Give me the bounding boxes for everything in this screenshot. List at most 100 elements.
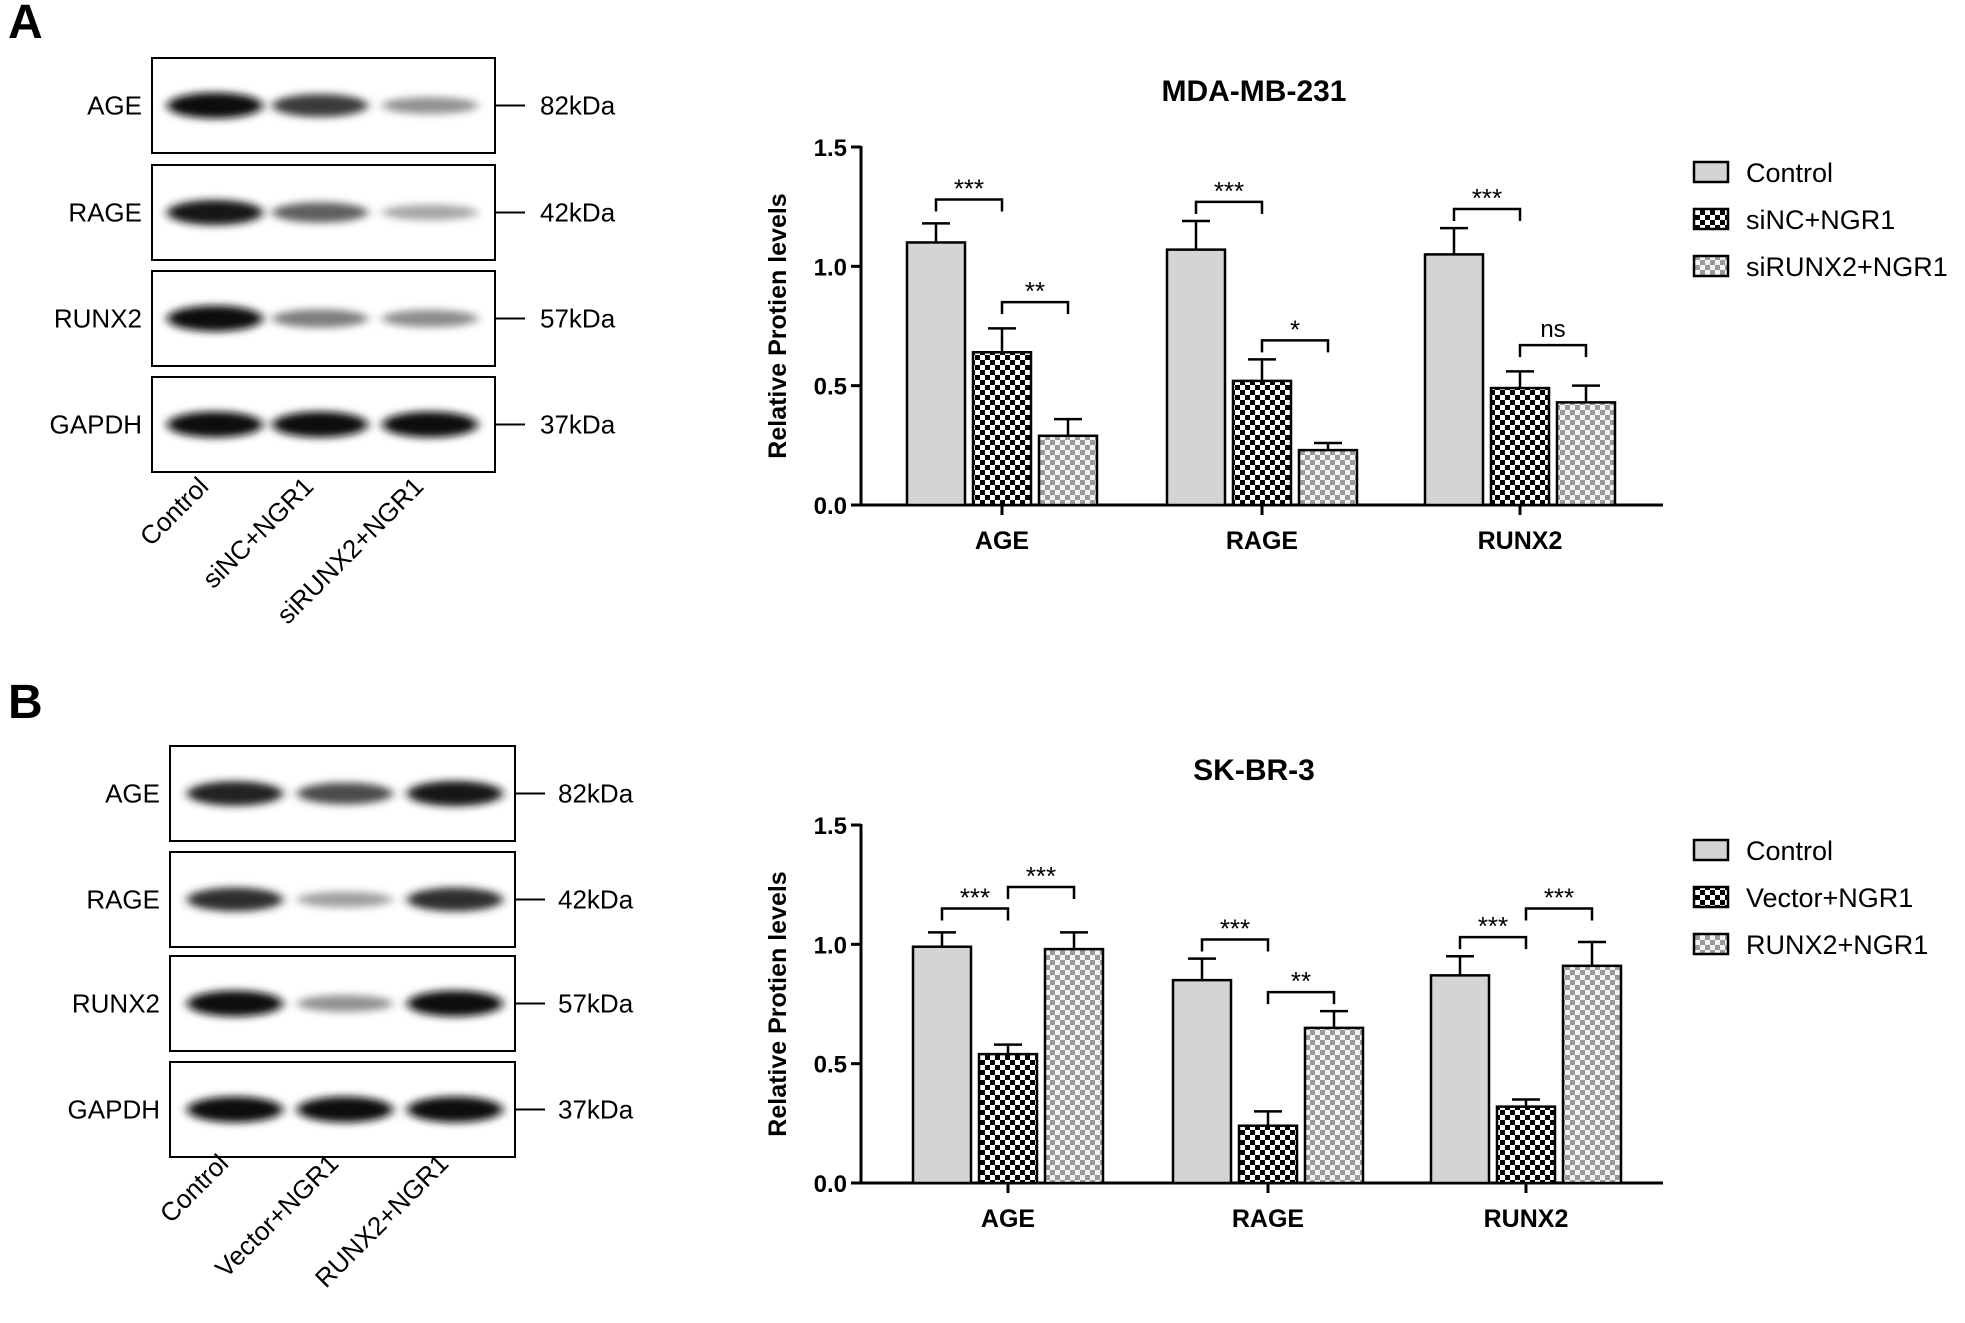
chart-title: MDA-MB-231	[1161, 75, 1346, 108]
legend-swatch	[1692, 932, 1730, 956]
bar	[1037, 434, 1099, 507]
bar	[971, 351, 1033, 507]
significance-bracket	[1194, 200, 1264, 214]
legend-label: Control	[1746, 836, 1833, 866]
legend-label: Control	[1746, 158, 1833, 188]
blot-band	[382, 97, 478, 114]
significance-label: ***	[1472, 183, 1502, 213]
significance-bracket	[1006, 885, 1076, 900]
y-tick-label: 1.5	[814, 135, 847, 162]
blot-band	[407, 887, 503, 912]
molecular-weight-label: 82kDa	[558, 779, 634, 809]
bar	[1237, 1124, 1299, 1185]
blot-row-label: RUNX2	[54, 304, 142, 334]
significance-bracket	[1458, 935, 1528, 950]
significance-label: ***	[1220, 914, 1250, 944]
blot-band	[297, 782, 393, 805]
blot-band	[167, 411, 263, 438]
x-tick-label: AGE	[975, 527, 1029, 555]
blot-band	[382, 309, 478, 328]
x-tick-label: RAGE	[1232, 1205, 1304, 1233]
blot-band	[187, 887, 283, 912]
y-tick-label: 1.5	[814, 813, 847, 840]
bar	[911, 945, 973, 1185]
blot-band	[272, 94, 368, 117]
significance-bracket	[1200, 938, 1270, 952]
significance-label: ***	[1478, 911, 1508, 941]
legend-label: siNC+NGR1	[1746, 205, 1895, 235]
significance-bracket	[934, 198, 1004, 212]
x-tick-label: RUNX2	[1478, 527, 1563, 555]
blot-band	[407, 1096, 503, 1123]
blot-band	[297, 995, 393, 1012]
y-tick-label: 0.5	[814, 374, 847, 401]
significance-label: ns	[1540, 316, 1565, 343]
blot-band	[382, 204, 478, 221]
blot-row-label: AGE	[105, 779, 160, 809]
molecular-weight-label: 42kDa	[540, 198, 616, 228]
bar	[905, 241, 967, 507]
bar	[1561, 964, 1623, 1185]
bar-chart-sk-br-3: SK-BR-3 0.0 0.5 1.0 1.5 Relative Protien leve…	[764, 754, 1928, 1233]
x-tick-label: RAGE	[1226, 527, 1298, 555]
blot-band	[187, 781, 283, 806]
molecular-weight-label: 37kDa	[558, 1095, 634, 1125]
bar	[1165, 248, 1227, 507]
blot-band	[272, 411, 368, 438]
molecular-weight-label: 82kDa	[540, 91, 616, 121]
significance-bracket	[1518, 343, 1588, 358]
blot-band	[167, 92, 263, 119]
molecular-weight-label: 37kDa	[540, 410, 616, 440]
molecular-weight-label: 57kDa	[540, 304, 616, 334]
western-blot-a: AGE 82kDa RAGE 42kDa RUNX2 57kDa GAPDH 37kDa Con…	[50, 57, 616, 630]
panel-letter-b: B	[8, 676, 43, 729]
blot-row-label: GAPDH	[50, 410, 142, 440]
blot-band	[167, 305, 263, 332]
bar	[1489, 386, 1551, 507]
bar	[1231, 379, 1293, 507]
bar	[1171, 978, 1233, 1185]
significance-bracket	[940, 907, 1010, 921]
bar	[1297, 448, 1359, 507]
lane-label: Control	[134, 471, 214, 551]
y-axis-label: Relative Protien levels	[764, 193, 792, 458]
blot-row-label: RAGE	[68, 198, 142, 228]
significance-bracket	[1524, 907, 1594, 921]
bar	[1495, 1105, 1557, 1185]
molecular-weight-label: 57kDa	[558, 989, 634, 1019]
legend-label: Vector+NGR1	[1746, 883, 1913, 913]
bar	[1555, 401, 1617, 507]
blot-band	[407, 990, 503, 1017]
legend-swatch	[1692, 838, 1730, 862]
molecular-weight-label: 42kDa	[558, 885, 634, 915]
blot-row-label: AGE	[87, 91, 142, 121]
chart-title: SK-BR-3	[1193, 754, 1315, 787]
blot-row-label: GAPDH	[68, 1095, 160, 1125]
blot-band	[187, 990, 283, 1017]
blot-band	[382, 411, 478, 438]
significance-label: **	[1025, 276, 1045, 306]
x-tick-label: RUNX2	[1484, 1205, 1569, 1233]
panel-letter-a: A	[8, 0, 43, 49]
significance-bracket	[1452, 207, 1522, 222]
legend-swatch	[1692, 160, 1730, 184]
significance-label: **	[1291, 966, 1311, 996]
western-blot-b: AGE 82kDa RAGE 42kDa RUNX2 57kDa GAPDH 37kDa Con…	[68, 745, 634, 1293]
lane-label: siNC+NGR1	[196, 471, 319, 594]
significance-label: ***	[960, 883, 990, 913]
x-tick-label: AGE	[981, 1205, 1035, 1233]
y-axis-label: Relative Protien levels	[764, 871, 792, 1136]
significance-label: ***	[1544, 883, 1574, 913]
blot-row-label: RAGE	[86, 885, 160, 915]
legend-swatch	[1692, 254, 1730, 278]
y-tick-label: 0.0	[814, 493, 847, 520]
blot-row-label: RUNX2	[72, 989, 160, 1019]
y-tick-label: 1.0	[814, 932, 847, 959]
bar	[1423, 253, 1485, 507]
blot-band	[407, 780, 503, 807]
significance-label: *	[1290, 314, 1300, 344]
significance-label: ***	[1214, 176, 1244, 206]
significance-label: ***	[954, 174, 984, 204]
blot-band	[297, 1096, 393, 1123]
